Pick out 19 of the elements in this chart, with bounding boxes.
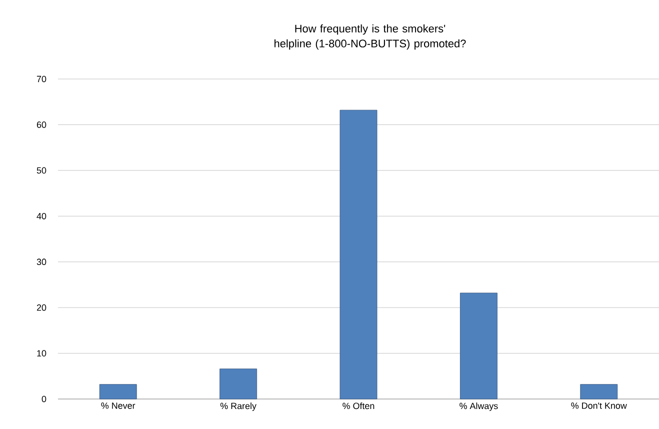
y-tick-label: 20 [36,304,46,311]
bar [340,110,378,400]
x-tick-label: % Never [101,402,136,409]
y-tick-label: 50 [36,167,46,174]
y-tick-label: 40 [36,212,46,220]
bar [580,384,618,400]
x-tick-label: % Often [342,402,374,410]
y-tick-label: 0 [42,396,46,402]
bar [460,292,498,400]
bar [99,384,137,400]
y-tick-label: 70 [36,76,46,82]
y-tick-label: 10 [37,350,46,356]
chart-title: How frequently is the smokers' helpline (1-800-NO-BUTTS) promoted? [274,24,466,50]
x-tick-label: % Rarely [220,402,256,411]
bar [220,368,257,400]
y-tick-label: 60 [36,122,46,128]
x-tick-label: % Always [460,402,498,411]
y-tick-label: 30 [36,258,46,266]
x-tick-label: % Don't Know [571,402,627,409]
